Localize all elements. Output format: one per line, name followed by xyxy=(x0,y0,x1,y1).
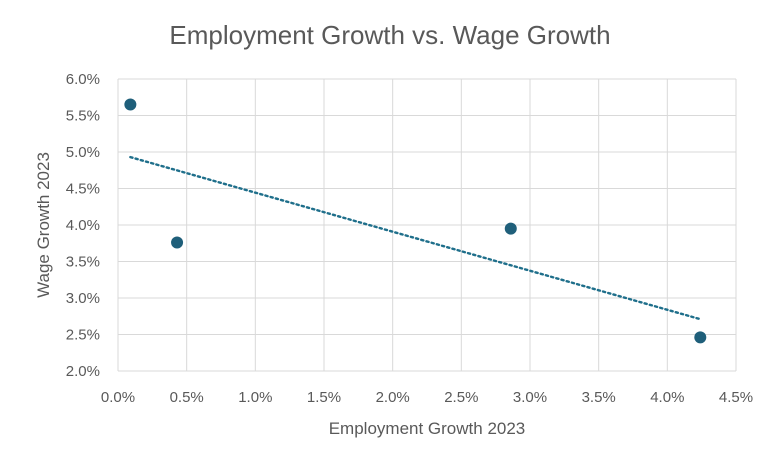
y-tick-label-4: 4.0% xyxy=(66,217,100,234)
y-tick-label-2: 3.0% xyxy=(66,290,100,307)
x-axis-tick-labels: 0.0% 0.5% 1.0% 1.5% 2.0% 2.5% 3.0% 3.5% 4.0% 4.5% xyxy=(101,389,753,406)
y-tick-label-8: 6.0% xyxy=(66,71,100,88)
trendline-layer xyxy=(129,155,702,321)
x-tick-label-6: 3.0% xyxy=(513,389,547,406)
linear-trendline-0 xyxy=(129,155,702,321)
data-point-2 xyxy=(504,222,517,235)
x-tick-label-7: 3.5% xyxy=(582,389,616,406)
x-tick-label-8: 4.0% xyxy=(650,389,684,406)
y-tick-label-5: 4.5% xyxy=(66,181,100,198)
x-tick-label-1: 0.5% xyxy=(170,389,204,406)
x-axis-title: Employment Growth 2023 xyxy=(329,419,526,438)
y-tick-label-1: 2.5% xyxy=(66,327,100,344)
x-tick-label-2: 1.0% xyxy=(238,389,272,406)
x-tick-label-0: 0.0% xyxy=(101,389,135,406)
y-axis-title: Wage Growth 2023 xyxy=(34,152,53,298)
data-point-1 xyxy=(171,236,184,249)
y-tick-label-6: 5.0% xyxy=(66,144,100,161)
x-tick-label-5: 2.5% xyxy=(444,389,478,406)
chart-title: Employment Growth vs. Wage Growth xyxy=(169,20,610,50)
x-tick-label-3: 1.5% xyxy=(307,389,341,406)
data-point-0 xyxy=(124,98,137,111)
x-tick-label-9: 4.5% xyxy=(719,389,753,406)
y-tick-label-7: 5.5% xyxy=(66,108,100,125)
y-axis-tick-labels: 2.0% 2.5% 3.0% 3.5% 4.0% 4.5% 5.0% 5.5% 6.0% xyxy=(66,71,100,380)
data-points xyxy=(124,98,707,344)
y-tick-label-3: 3.5% xyxy=(66,254,100,271)
x-tick-label-4: 2.0% xyxy=(376,389,410,406)
grid-lines xyxy=(117,78,737,372)
y-tick-label-0: 2.0% xyxy=(66,363,100,380)
data-point-3 xyxy=(694,331,707,344)
